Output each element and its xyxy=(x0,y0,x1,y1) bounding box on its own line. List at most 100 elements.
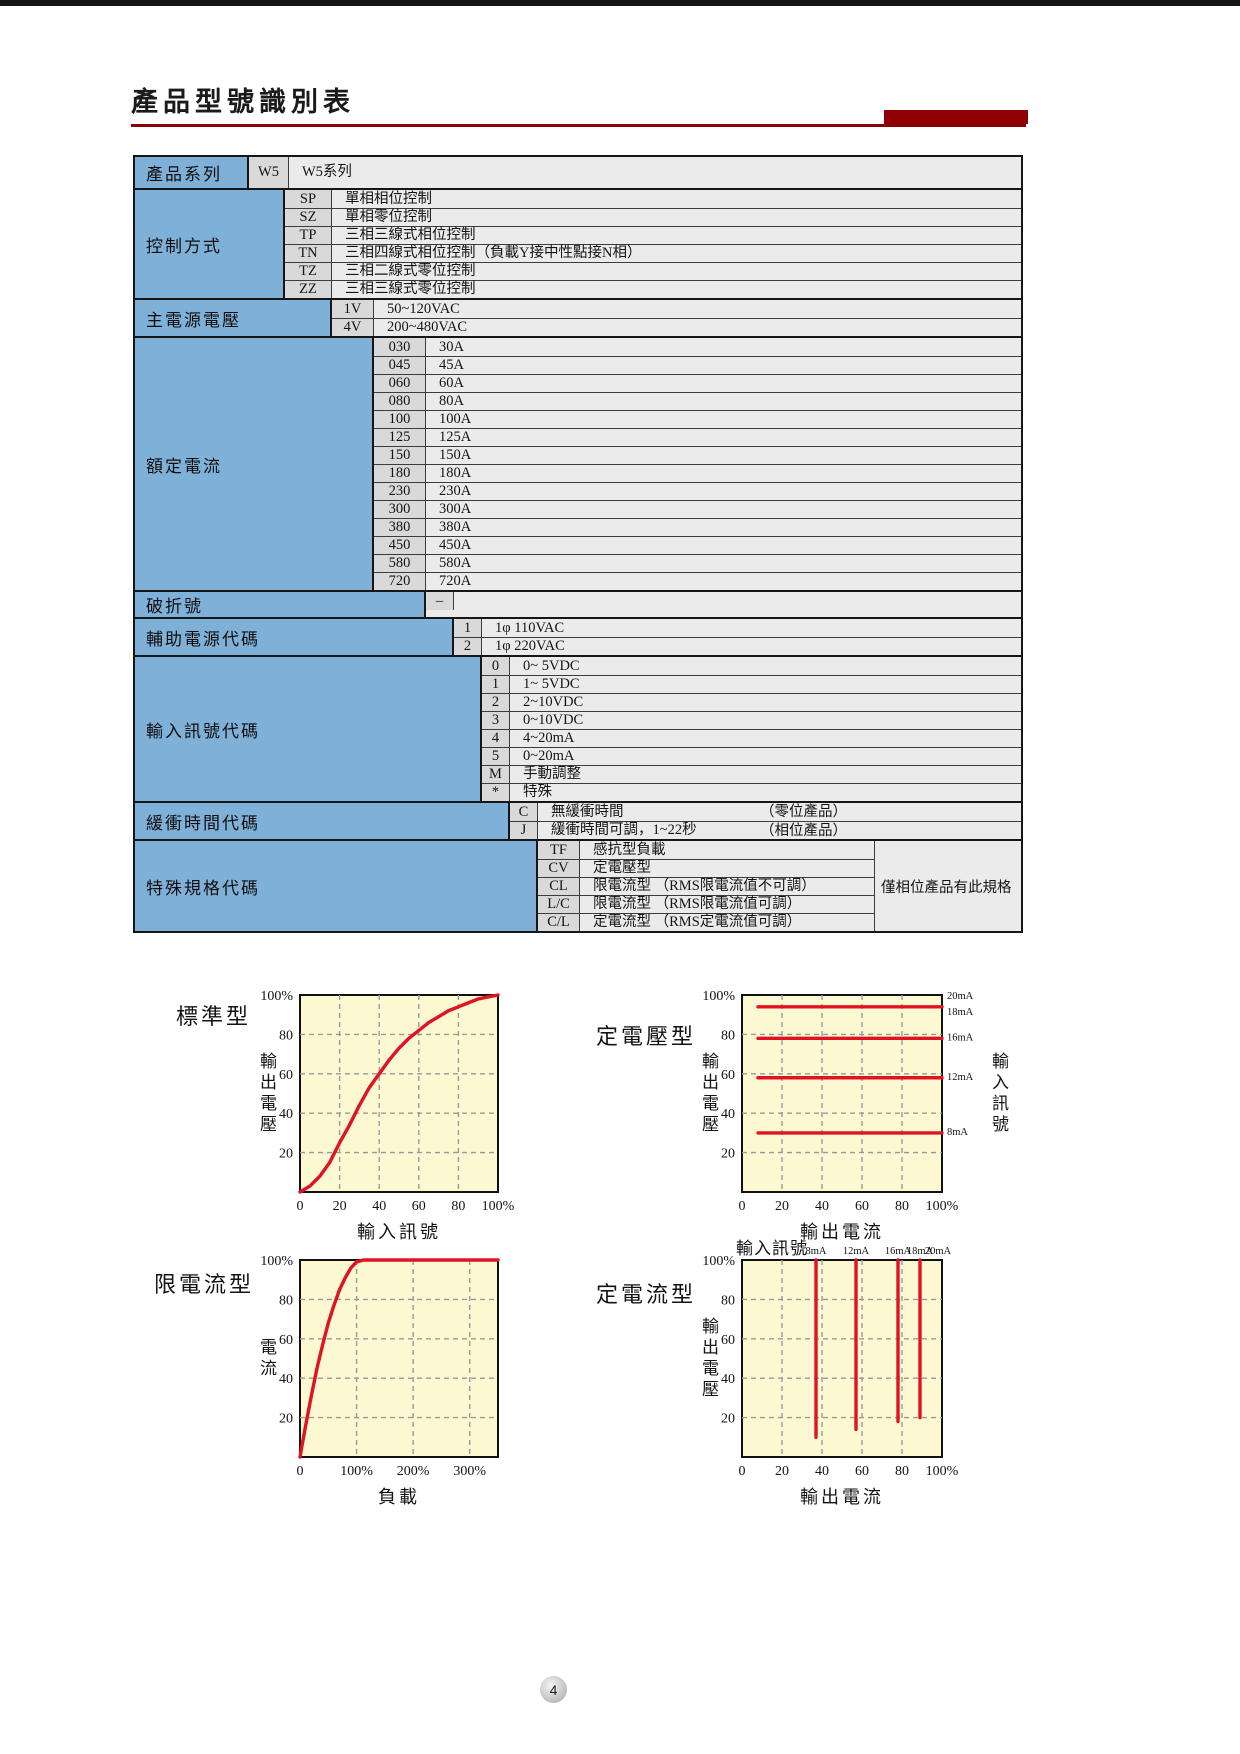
desc-text: 限電流型 （RMS限電流值可調） xyxy=(593,896,802,913)
code-cell: L/C xyxy=(538,896,580,913)
code-cell: 720 xyxy=(374,573,426,590)
code-cell: CV xyxy=(538,860,580,877)
code-cell: 080 xyxy=(374,393,426,410)
code-cell: SP xyxy=(285,190,332,208)
table-section-soft-start-code: 緩衝時間代碼 C 無緩衝時間 （零位產品） J 緩衝時間可調，1~22秒 （相位產品） xyxy=(135,801,1021,839)
table-row: C/L 定電流型 （RMS定電流值可調） xyxy=(538,913,874,931)
desc-text: 0~10VDC xyxy=(523,712,584,729)
desc-cell: 125A xyxy=(426,429,1021,446)
desc-text: 380A xyxy=(439,519,472,536)
chart-title-constant-current: 定電流型 xyxy=(596,1282,697,1307)
y-tick-label: 60 xyxy=(279,1068,293,1083)
code-cell: TF xyxy=(538,841,580,859)
desc-note: （零位產品） xyxy=(760,803,847,820)
section-label: 破折號 xyxy=(135,592,426,617)
desc-text: 三相三線式相位控制 xyxy=(345,227,476,244)
desc-cell: 三相三線式零位控制 xyxy=(332,281,1021,298)
page-title: 產品型號識別表 xyxy=(131,87,355,117)
desc-cell: 300A xyxy=(426,501,1021,518)
desc-cell: 580A xyxy=(426,555,1021,572)
y-axis-title-standard: 輸出電壓 xyxy=(257,1051,276,1136)
code-cell: C xyxy=(510,803,538,821)
table-row: 4 4~20mA xyxy=(482,729,1021,747)
x-tick-label: 100% xyxy=(926,1464,959,1479)
desc-cell xyxy=(454,592,1021,610)
y-tick-label: 100% xyxy=(702,989,735,1004)
x-axis-title-current-limit: 負載 xyxy=(378,1487,420,1507)
section-rows: 1 1φ 110VAC 2 1φ 220VAC xyxy=(454,619,1021,655)
chart-current-limit: 0 100% 200% 300% 20 40 60 80 100% xyxy=(260,1254,500,1479)
code-cell: C/L xyxy=(538,914,580,931)
x-tick-label: 40 xyxy=(372,1199,386,1214)
page-number: 4 xyxy=(549,1681,558,1698)
code-cell: 100 xyxy=(374,411,426,428)
desc-text: 1φ 220VAC xyxy=(495,638,565,655)
desc-text: 300A xyxy=(439,501,472,518)
section-rows: 030 30A 045 45A 060 60A 080 80A 100 100A 125 125A 15… xyxy=(374,338,1021,590)
desc-text: 無緩衝時間 xyxy=(551,803,624,820)
top-signal-label: 12mA xyxy=(843,1246,870,1257)
chart-constant-current: 0 20 40 60 80 100% 20 40 60 80 100% 8mA 12mA 16mA18mA… xyxy=(702,1246,958,1479)
desc-text: 720A xyxy=(439,573,472,590)
section-label: 控制方式 xyxy=(135,190,285,298)
code-cell: 380 xyxy=(374,519,426,536)
y-axis-title-constant-voltage: 輸出電壓 xyxy=(699,1051,718,1136)
desc-cell: 150A xyxy=(426,447,1021,464)
y-tick-label: 60 xyxy=(279,1333,293,1348)
desc-cell: 定電流型 （RMS定電流值可調） xyxy=(580,914,874,931)
desc-text: 三相四線式相位控制（負載Y接中性點接N相） xyxy=(345,245,642,262)
desc-cell: 2~10VDC xyxy=(510,694,1021,711)
table-section-main-power-voltage: 主電源電壓 1V 50~120VAC 4V 200~480VAC xyxy=(135,298,1021,336)
desc-cell: 手動調整 xyxy=(510,766,1021,783)
desc-cell: 三相三線式相位控制 xyxy=(332,227,1021,244)
table-row: W5 W5系列 xyxy=(249,157,1021,188)
y-tick-label: 20 xyxy=(279,1147,293,1162)
code-cell: TP xyxy=(285,227,332,244)
desc-cell: 80A xyxy=(426,393,1021,410)
y-axis-title-constant-current: 輸出電壓 xyxy=(699,1316,718,1401)
code-cell: 1V xyxy=(332,300,374,318)
desc-cell: 無緩衝時間 （零位產品） xyxy=(538,803,1021,821)
desc-text: 特殊 xyxy=(523,784,552,801)
code-cell: 045 xyxy=(374,357,426,374)
table-section-dash: 破折號 – xyxy=(135,590,1021,617)
section-label: 緩衝時間代碼 xyxy=(135,803,510,839)
section-rows: W5 W5系列 xyxy=(249,157,1021,188)
y-tick-label: 40 xyxy=(721,1107,735,1122)
desc-cell: 4~20mA xyxy=(510,730,1021,747)
desc-text: 限電流型 （RMS限電流值不可調） xyxy=(593,878,816,895)
desc-text: 100A xyxy=(439,411,472,428)
desc-cell: 60A xyxy=(426,375,1021,392)
desc-text: 單相零位控制 xyxy=(345,209,432,226)
chart-title-constant-voltage: 定電壓型 xyxy=(596,1024,697,1049)
desc-cell: 單相相位控制 xyxy=(332,190,1021,208)
code-cell: 4 xyxy=(482,730,510,747)
table-row: 045 45A xyxy=(374,356,1021,374)
table-section-control-method: 控制方式 SP 單相相位控制 SZ 單相零位控制 TP 三相三線式相位控制 TN 三相四線式相位… xyxy=(135,188,1021,298)
x-tick-label: 100% xyxy=(340,1464,373,1479)
table-row: SP 單相相位控制 xyxy=(285,190,1021,208)
section-rows: 1V 50~120VAC 4V 200~480VAC xyxy=(332,300,1021,336)
table-row: 060 60A xyxy=(374,374,1021,392)
table-row: 2 1φ 220VAC xyxy=(454,637,1021,655)
y-tick-label: 60 xyxy=(721,1333,735,1348)
desc-cell: 30A xyxy=(426,338,1021,356)
header-rule xyxy=(131,124,1026,127)
desc-cell: 三相四線式相位控制（負載Y接中性點接N相） xyxy=(332,245,1021,262)
desc-text: 2~10VDC xyxy=(523,694,584,711)
desc-cell: 限電流型 （RMS限電流值可調） xyxy=(580,896,874,913)
desc-text: 30A xyxy=(439,338,464,355)
desc-cell: 450A xyxy=(426,537,1021,554)
desc-text: 緩衝時間可調，1~22秒 xyxy=(551,822,697,839)
x-tick-label: 60 xyxy=(855,1464,869,1479)
code-cell: 3 xyxy=(482,712,510,729)
table-row: 150 150A xyxy=(374,446,1021,464)
desc-cell: 緩衝時間可調，1~22秒 （相位產品） xyxy=(538,822,1021,839)
y-axis-title-current-limit: 電流 xyxy=(257,1337,276,1380)
code-cell: 125 xyxy=(374,429,426,446)
table-row: M 手動調整 xyxy=(482,765,1021,783)
top-axis-title-constant-current: 輸入訊號 xyxy=(736,1239,808,1258)
desc-text: 45A xyxy=(439,357,464,374)
table-row: 0 0~ 5VDC xyxy=(482,657,1021,675)
plot-area xyxy=(299,1259,499,1458)
